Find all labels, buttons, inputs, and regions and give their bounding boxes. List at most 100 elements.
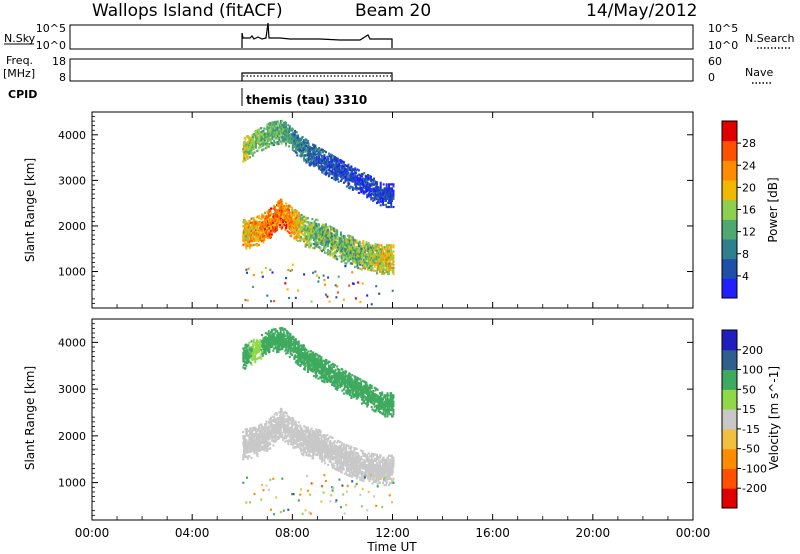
power-cell [364, 250, 366, 254]
power-cell [251, 240, 254, 243]
velocity-cell [320, 441, 323, 444]
velocity-cell [302, 452, 305, 455]
power-cell [344, 176, 347, 179]
velocity-cell [261, 427, 263, 430]
noise-bottom-tick-right: 10^0 [708, 39, 738, 52]
power-cell [288, 296, 291, 300]
power-cell [358, 240, 361, 243]
power-cell [330, 228, 333, 231]
power-cell [275, 217, 278, 220]
velocity-cell [260, 423, 263, 426]
power-cell [327, 169, 330, 172]
velocity-cell [261, 431, 263, 434]
power-cell [288, 133, 291, 136]
velocity-cell [327, 364, 330, 367]
power-cell [255, 146, 257, 149]
power-cell [390, 201, 393, 204]
velocity-cell [324, 364, 327, 367]
velocity-cell [263, 426, 266, 429]
power-cell [382, 195, 385, 198]
velocity-cell [246, 430, 249, 433]
power-cell [245, 220, 248, 223]
velocity-cell [265, 443, 268, 446]
power-cell [385, 187, 387, 190]
power-cell [283, 219, 286, 222]
velocity-cell [244, 455, 247, 458]
power-cell [378, 201, 381, 204]
velocity-cell [303, 448, 306, 452]
velocity-cell [309, 450, 312, 453]
velocity-cell [324, 435, 327, 438]
power-cell [264, 266, 267, 270]
velocity-cell [276, 336, 279, 339]
power-cell [338, 175, 341, 178]
velocity-cell [246, 451, 249, 454]
velocity-cell [275, 439, 278, 442]
power-cell [339, 175, 342, 178]
power-cell [250, 238, 253, 241]
velocity-cell [268, 418, 271, 421]
velocity-cell [303, 349, 306, 352]
power-cell [356, 264, 359, 267]
velocity-cell [315, 436, 318, 439]
power-cell [263, 141, 266, 144]
velocity-cell [265, 337, 268, 340]
velocity-cell [253, 437, 256, 440]
power-cell [357, 183, 360, 186]
velocity-cell [250, 435, 253, 438]
velocity-cell [294, 343, 297, 346]
power-cell [269, 228, 272, 231]
beam-title: Beam 20 [355, 1, 431, 21]
power-cell [331, 160, 334, 164]
power-cell [392, 185, 395, 188]
power-cell [345, 170, 348, 173]
power-cell [333, 238, 336, 241]
power-cell [242, 160, 245, 163]
velocity-cell [251, 350, 254, 353]
power-cell [309, 148, 312, 151]
power-cell [329, 229, 332, 232]
velocity-cell [290, 440, 293, 444]
velocity-cell [303, 451, 306, 454]
velocity-cell [318, 370, 321, 373]
power-cell [392, 250, 395, 253]
power-cell [366, 262, 369, 265]
power-cell [327, 276, 330, 279]
power-cell [342, 161, 345, 164]
velocity-cell [256, 351, 259, 354]
power-cell [324, 159, 327, 162]
velocity-cell [282, 418, 285, 421]
velocity-cell [267, 421, 270, 424]
power-cell [268, 227, 271, 230]
power-cell [339, 233, 342, 236]
velocity-cell [300, 427, 303, 430]
velocity-cell [321, 363, 324, 366]
power-cell [245, 156, 248, 159]
power-cell [272, 127, 275, 130]
power-cell [343, 235, 346, 238]
velocity-cell [255, 339, 258, 342]
power-cell [388, 270, 390, 274]
power-cell [266, 144, 269, 147]
power-cell [345, 262, 348, 265]
velocity-cell [270, 433, 273, 436]
nsky-label: N.Sky [4, 32, 36, 45]
power-cell [336, 258, 339, 261]
velocity-cell [312, 451, 315, 454]
power-cell [299, 148, 302, 151]
power-cell [348, 259, 351, 262]
velocity-cell [249, 438, 252, 441]
velocity-cell [274, 433, 277, 436]
power-cell [268, 136, 271, 139]
power-cell [311, 218, 314, 221]
velocity-cell [264, 350, 267, 353]
power-cell [311, 224, 314, 227]
power-cell [293, 237, 296, 240]
power-cell [271, 142, 274, 145]
velocity-cell [308, 448, 311, 451]
power-cell [371, 193, 374, 196]
velocity-cell [267, 442, 269, 445]
power-cell [354, 297, 357, 300]
power-cell [386, 248, 389, 251]
power-cell [346, 250, 349, 253]
